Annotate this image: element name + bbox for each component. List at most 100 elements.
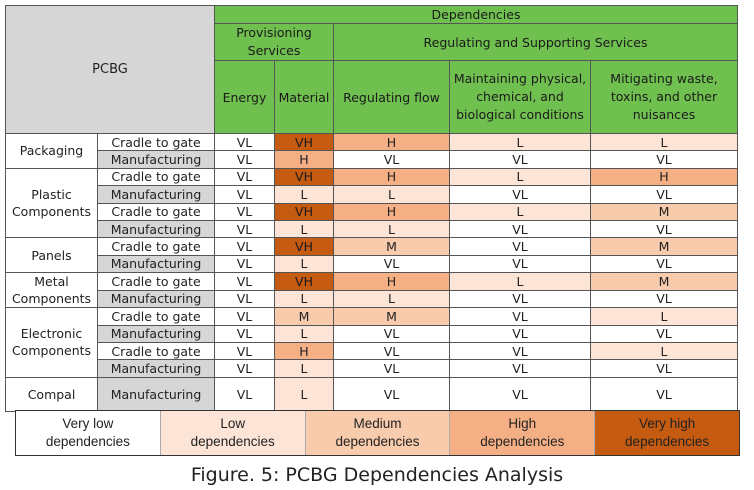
dependency-cell: VL — [449, 185, 591, 204]
dependency-cell: VL — [590, 254, 738, 274]
phase-label: Cradle to gate — [97, 237, 215, 256]
dependency-cell: VL — [214, 185, 275, 204]
table-row: Manufacturing VL L VL VL VL — [6, 324, 738, 343]
column-header: Maintaining physical, chemical, and biol… — [449, 60, 591, 134]
dependency-cell: L — [274, 376, 334, 412]
dependency-cell: M — [333, 237, 450, 256]
dependency-cell: VL — [214, 341, 275, 361]
table-row: Manufacturing VL L L VL VL — [6, 289, 738, 309]
dependency-cell: VL — [214, 202, 275, 221]
phase-label: Manufacturing — [97, 219, 215, 239]
dependency-cell: VL — [590, 359, 738, 378]
legend-item-l: Low dependencies — [160, 411, 306, 455]
dependency-cell: L — [590, 341, 738, 361]
dependency-cell: VH — [274, 202, 334, 221]
table-row: Packaging Cradle to gate VL VH H L L — [5, 132, 738, 169]
dependencies-header: Dependencies — [214, 5, 738, 24]
dependency-cell: L — [449, 202, 591, 221]
legend-item-vh: Very high dependencies — [595, 411, 739, 455]
dependency-cell: L — [333, 219, 450, 239]
legend-item-vl: Very low dependencies — [16, 411, 161, 455]
dependency-cell: VH — [274, 237, 334, 256]
dependency-cell: VL — [449, 307, 591, 326]
table-row: Metal Components Cradle to gate VL VH H L M — [5, 272, 738, 309]
column-header: Mitigating waste, toxins, and other nuis… — [590, 60, 738, 134]
phase-label: Manufacturing — [97, 289, 215, 309]
dependency-cell: VL — [214, 237, 275, 256]
column-header: Material — [274, 60, 334, 134]
dependency-cell: VL — [449, 359, 591, 378]
table-row: Manufacturing VL L VL VL VL — [6, 359, 738, 378]
dependency-cell: M — [590, 237, 738, 256]
dependency-cell: L — [274, 219, 334, 239]
dependency-cell: VL — [449, 254, 591, 274]
dependency-cell: L — [274, 289, 334, 309]
dependency-cell: L — [449, 272, 591, 291]
phase-label: Manufacturing — [97, 185, 215, 204]
dependency-cell: VH — [274, 132, 334, 152]
component-name: Plastic Components — [5, 167, 98, 239]
dependency-cell: H — [274, 150, 334, 169]
dependency-cell: VL — [449, 341, 591, 361]
dependency-cell: L — [449, 132, 591, 152]
legend: Very low dependencies Low dependencies Med… — [15, 410, 740, 456]
dependency-cell: VH — [274, 272, 334, 291]
dependency-cell: L — [274, 185, 334, 204]
table-row: Cradle to gate VL VH H L M — [6, 202, 738, 221]
dependency-cell: VL — [214, 307, 275, 326]
table-row: Manufacturing VL L L VL VL — [6, 219, 738, 239]
legend-item-m: Medium dependencies — [305, 411, 451, 455]
phase-label: Manufacturing — [97, 150, 215, 169]
dependency-cell: VL — [590, 289, 738, 309]
dependency-cell: VL — [590, 324, 738, 343]
dependency-cell: VL — [449, 289, 591, 309]
dependency-cell: H — [333, 272, 450, 291]
dependency-cell: L — [590, 132, 738, 152]
provisioning-header: Provisioning Services — [214, 23, 334, 61]
dependency-cell: VL — [214, 272, 275, 291]
phase-label: Cradle to gate — [97, 272, 215, 291]
dependency-cell: VL — [214, 359, 275, 378]
dependency-cell: VL — [333, 376, 450, 412]
dependency-cell: VL — [214, 132, 275, 152]
dependency-cell: VL — [214, 254, 275, 274]
pcbg-header: PCBG — [5, 5, 215, 134]
dependency-cell: VL — [214, 150, 275, 169]
dependency-cell: L — [274, 254, 334, 274]
dependency-cell: L — [449, 167, 591, 187]
phase-label: Cradle to gate — [97, 132, 215, 152]
dependency-cell: VL — [333, 254, 450, 274]
component-name: Compal — [5, 376, 98, 412]
dependency-cell: L — [590, 307, 738, 326]
dependency-cell: VL — [333, 359, 450, 378]
phase-label: Manufacturing — [97, 254, 215, 274]
dependency-cell: VL — [214, 289, 275, 309]
dependency-cell: VL — [590, 150, 738, 169]
table-row: Manufacturing VL L VL VL VL — [6, 254, 738, 274]
dependency-cell: M — [333, 307, 450, 326]
phase-label: Cradle to gate — [97, 202, 215, 221]
dependencies-table: PCBG Dependencies Provisioning Services … — [5, 5, 738, 412]
component-name: Metal Components — [5, 272, 98, 309]
dependency-cell: VL — [333, 150, 450, 169]
dependency-cell: H — [333, 167, 450, 187]
dependency-cell: VL — [590, 376, 738, 412]
column-header: Regulating flow — [333, 60, 450, 134]
dependency-cell: L — [333, 185, 450, 204]
dependency-cell: VH — [274, 167, 334, 187]
dependency-cell: VL — [333, 324, 450, 343]
dependency-cell: VL — [449, 324, 591, 343]
dependency-cell: VL — [214, 324, 275, 343]
dependency-cell: VL — [449, 219, 591, 239]
table-row: Cradle to gate VL H VL VL L — [6, 341, 738, 361]
phase-label: Cradle to gate — [97, 307, 215, 326]
dependency-cell: L — [274, 324, 334, 343]
dependency-cell: H — [333, 132, 450, 152]
dependency-cell: M — [590, 202, 738, 221]
dependency-cell: L — [274, 359, 334, 378]
table-row: Compal Manufacturing VL L VL VL VL — [5, 376, 738, 412]
regulating-supporting-header: Regulating and Supporting Services — [333, 23, 738, 61]
dependency-cell: H — [333, 202, 450, 221]
component-name: Panels — [5, 237, 98, 274]
figure-caption: Figure. 5: PCBG Dependencies Analysis — [190, 464, 564, 486]
